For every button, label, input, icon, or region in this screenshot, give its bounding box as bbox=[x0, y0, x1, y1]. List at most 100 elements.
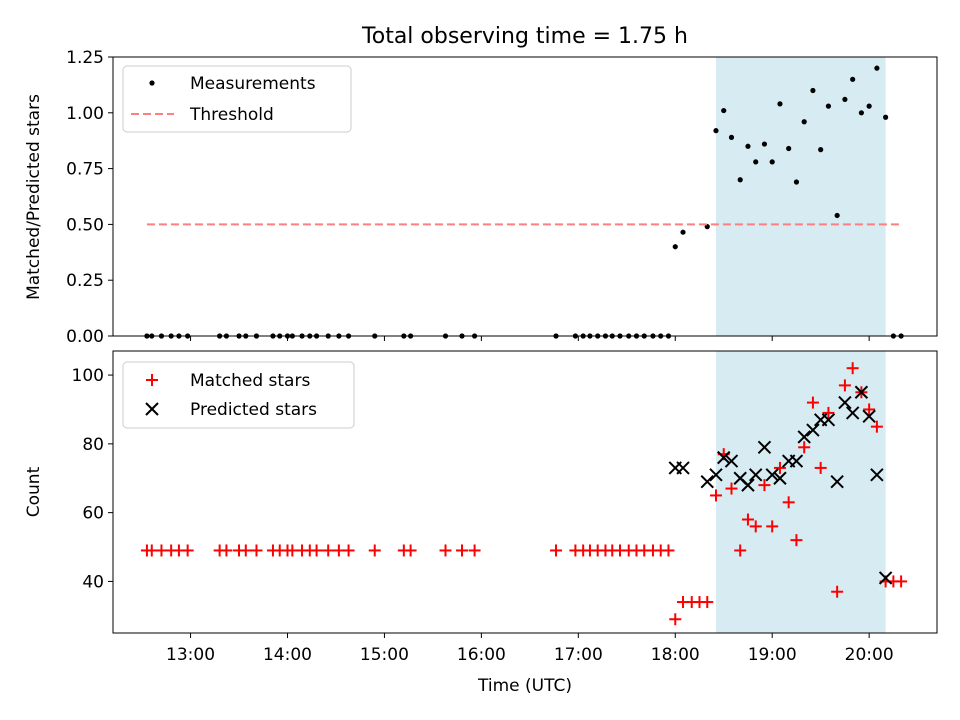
legend-predicted-marker bbox=[145, 402, 159, 416]
matched-stars-point bbox=[662, 544, 675, 557]
observing-window-top bbox=[715, 57, 886, 336]
predicted-stars-point bbox=[724, 454, 739, 468]
matched-stars-point bbox=[181, 544, 194, 557]
x-tick-label: 13:00 bbox=[166, 645, 215, 665]
measurement-point bbox=[850, 76, 856, 82]
predicted-stars-point bbox=[741, 478, 755, 492]
legend-measurements-label: Measurements bbox=[190, 74, 316, 94]
x-tick-label: 14:00 bbox=[263, 645, 312, 665]
matched-stars-point bbox=[741, 513, 754, 526]
ratio-y-tick-label: 0.00 bbox=[66, 327, 104, 347]
measurement-point bbox=[801, 119, 807, 125]
matched-stars-point bbox=[709, 489, 722, 502]
measurement-point bbox=[818, 147, 824, 153]
measurement-point bbox=[874, 65, 880, 71]
matched-stars-point bbox=[322, 544, 335, 557]
ratio-panel: 0.00 0.25 0.50 0.75 1.00 1.25 Matched/Predict… bbox=[24, 48, 938, 347]
x-tick-label: 17:00 bbox=[554, 645, 603, 665]
x-tick-label: 15:00 bbox=[360, 645, 409, 665]
legend-threshold-label: Threshold bbox=[189, 105, 274, 125]
matched-stars-point bbox=[455, 544, 468, 557]
legend-predicted-label: Predicted stars bbox=[190, 400, 317, 420]
matched-stars-point bbox=[782, 496, 795, 509]
matched-stars-point bbox=[550, 544, 563, 557]
measurement-point bbox=[737, 177, 743, 183]
count-panel-x-axis: 13:00 14:00 15:00 16:00 17:00 18:00 19:00 20:00 bbox=[166, 633, 894, 665]
matched-stars-point bbox=[250, 544, 263, 557]
matched-stars-point bbox=[814, 461, 827, 474]
predicted-stars-point bbox=[797, 430, 811, 444]
chart-title: Total observing time = 1.75 h bbox=[361, 24, 688, 49]
predicted-stars-point bbox=[676, 461, 690, 475]
measurement-point bbox=[761, 141, 768, 147]
measurement-point bbox=[777, 101, 783, 107]
predicted-stars-point bbox=[757, 440, 772, 454]
matched-stars-point bbox=[342, 544, 355, 557]
ratio-panel-frame bbox=[112, 56, 938, 337]
predicted-stars-point bbox=[709, 468, 723, 482]
count-y-tick-label: 80 bbox=[82, 435, 104, 455]
matched-stars-point bbox=[838, 379, 851, 392]
ratio-panel-y-axis: 0.00 0.25 0.50 0.75 1.00 1.25 bbox=[66, 48, 113, 347]
measurement-point bbox=[834, 212, 840, 219]
ratio-y-tick-label: 0.50 bbox=[66, 215, 104, 235]
measurement-point bbox=[753, 159, 759, 165]
matched-stars-point bbox=[749, 520, 762, 533]
count-y-tick-label: 40 bbox=[82, 572, 104, 592]
matched-stars-point bbox=[822, 406, 835, 419]
measurement-point bbox=[745, 143, 751, 149]
ratio-y-tick-label: 0.25 bbox=[66, 271, 104, 291]
matched-stars-point bbox=[239, 544, 252, 557]
count-y-tick-label: 60 bbox=[82, 504, 104, 524]
measurement-point bbox=[842, 96, 848, 103]
measurement-point bbox=[883, 114, 889, 120]
ratio-panel-ylabel: Matched/Predicted stars bbox=[24, 94, 44, 300]
ratio-panel-legend: Measurements Threshold bbox=[122, 65, 352, 133]
matched-stars-point bbox=[766, 520, 779, 533]
matched-stars-point bbox=[220, 544, 233, 557]
predicted-stars-point bbox=[765, 468, 779, 482]
count-y-tick-label: 100 bbox=[72, 366, 104, 386]
predicted-stars-point bbox=[862, 409, 876, 424]
predicted-stars-point bbox=[870, 468, 884, 482]
matched-stars-point bbox=[468, 544, 481, 557]
matched-stars-point bbox=[701, 596, 714, 609]
matched-stars-point bbox=[368, 544, 381, 557]
count-panel-legend-box bbox=[122, 361, 355, 429]
matched-stars-point bbox=[790, 534, 803, 547]
legend-measurements-marker bbox=[149, 80, 155, 86]
measurement-point bbox=[721, 107, 727, 114]
predicted-stars-point bbox=[830, 474, 844, 489]
matched-stars-point bbox=[831, 585, 844, 598]
predicted-stars-point bbox=[821, 413, 836, 427]
count-panel-frame bbox=[112, 350, 938, 634]
measurement-point bbox=[728, 134, 735, 140]
measurement-point bbox=[769, 159, 775, 165]
predicted-stars-point bbox=[700, 474, 714, 489]
measurement-point bbox=[786, 145, 792, 152]
predicted-stars-point bbox=[789, 454, 804, 468]
legend-matched-label: Matched stars bbox=[190, 371, 310, 391]
x-axis-label: Time (UTC) bbox=[477, 676, 572, 696]
x-tick-label: 19:00 bbox=[748, 645, 797, 665]
matched-stars-point bbox=[806, 396, 819, 409]
matched-stars-point bbox=[773, 461, 786, 474]
x-tick-label: 16:00 bbox=[457, 645, 506, 665]
matched-stars-point bbox=[404, 544, 417, 557]
matched-stars-point bbox=[870, 420, 883, 433]
matched-stars-point bbox=[863, 403, 876, 416]
matched-stars-point bbox=[798, 441, 811, 454]
measurement-point bbox=[825, 103, 832, 109]
count-panel-legend: Matched stars Predicted stars bbox=[122, 361, 355, 429]
legend-matched-marker bbox=[146, 374, 158, 386]
count-panel-y-axis: 40 60 80 100 bbox=[72, 366, 113, 592]
predicted-stars-point bbox=[878, 571, 893, 585]
predicted-stars-point bbox=[838, 395, 852, 410]
matched-stars-point bbox=[439, 544, 452, 557]
count-panel-marks bbox=[140, 362, 908, 626]
predicted-stars-point bbox=[854, 385, 869, 399]
predicted-stars-point bbox=[749, 468, 763, 482]
matched-stars-point bbox=[895, 575, 908, 588]
ratio-panel-x-ticks bbox=[190, 336, 870, 341]
